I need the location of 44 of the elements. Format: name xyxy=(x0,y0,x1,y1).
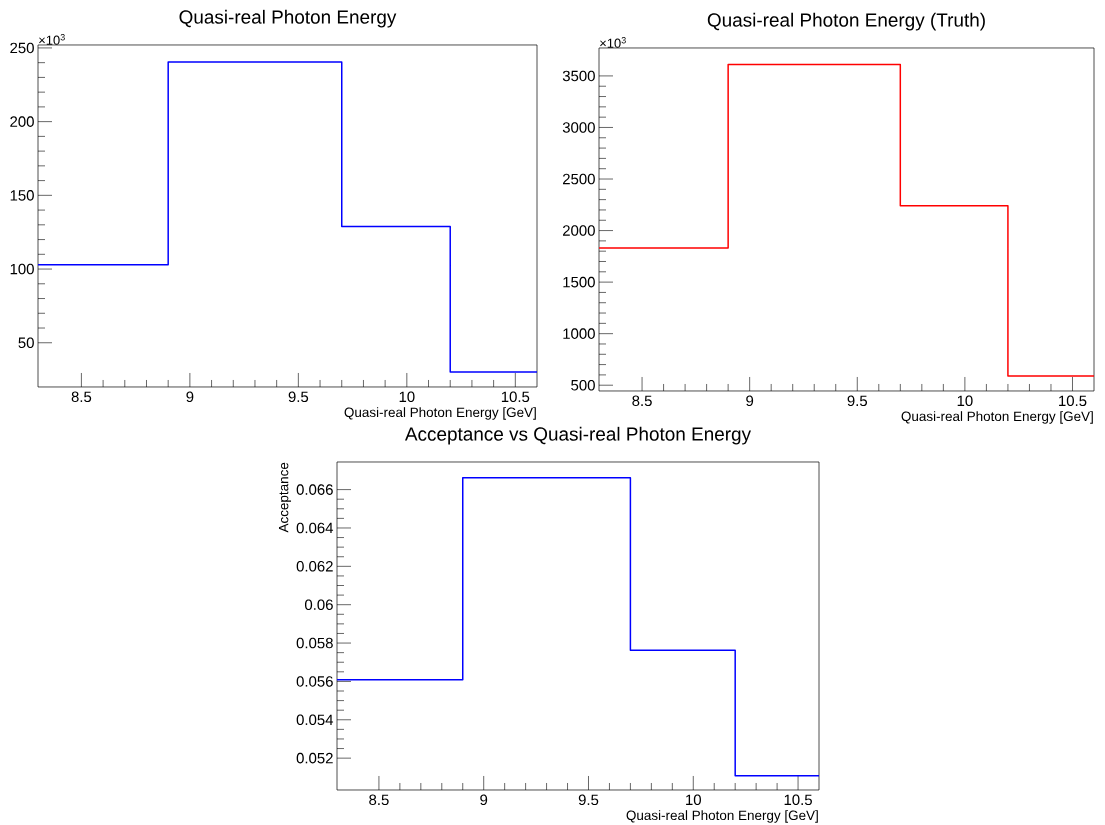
y-tick-label: 250 xyxy=(10,42,34,54)
y-tick-label: 0.06 xyxy=(304,599,333,610)
x-tick-label: 9 xyxy=(186,391,194,403)
x-tick-label: 9.5 xyxy=(578,794,599,806)
x-axis-title: Quasi-real Photon Energy [GeV] xyxy=(344,407,536,420)
y-tick-label: 0.062 xyxy=(296,561,333,572)
y-tick-label: 50 xyxy=(18,337,34,349)
y-axis-title: Acceptance xyxy=(278,462,292,533)
chart-title: Quasi-real Photon Energy (Truth) xyxy=(707,12,985,31)
y-tick-label: 200 xyxy=(10,116,34,127)
y-tick-label: 3000 xyxy=(562,122,595,133)
text: ×10$^{3}$ xyxy=(600,36,626,48)
chart-title: Acceptance vs Quasi-real Photon Energy xyxy=(404,426,751,445)
x-tick-label: 9 xyxy=(746,395,754,407)
x-tick-label: 10 xyxy=(957,395,973,407)
y-tick-label: 0.056 xyxy=(296,676,333,687)
y-tick-label: 150 xyxy=(10,190,34,201)
x-tick-label: 10 xyxy=(686,794,701,806)
y-tick-label: 2500 xyxy=(563,173,595,185)
x-tick-label: 8.5 xyxy=(71,391,92,403)
y-tick-label: 100 xyxy=(10,263,34,275)
y-tick-label: 3500 xyxy=(562,70,595,82)
x-tick-label: 9.5 xyxy=(288,391,309,403)
x-tick-label: 9 xyxy=(480,794,488,806)
x-axis-title: Quasi-real Photon Energy [GeV] xyxy=(901,411,1093,424)
x-tick-label: 8.5 xyxy=(369,794,389,806)
y-tick-label: 0.054 xyxy=(296,714,334,726)
x-tick-label: 10 xyxy=(399,391,415,403)
y-tick-label: 0.066 xyxy=(296,484,333,495)
y-tick-label: 0.052 xyxy=(296,752,333,764)
x-tick-label: 9.5 xyxy=(847,395,868,407)
y-tick-label: 1500 xyxy=(563,276,595,288)
x-axis-title: Quasi-real Photon Energy [GeV] xyxy=(626,810,818,823)
y-tick-label: 2000 xyxy=(563,225,595,236)
y-tick-label: 500 xyxy=(571,379,595,391)
chart-title: Quasi-real Photon Energy xyxy=(179,9,397,28)
x-tick-label: 10.5 xyxy=(501,391,530,403)
x-tick-label: 8.5 xyxy=(632,395,652,407)
y-tick-label: 0.058 xyxy=(296,637,333,649)
text: ×10$^{3}$ xyxy=(39,33,65,45)
x-tick-label: 10.5 xyxy=(1059,395,1087,407)
y-tick-label: 1000 xyxy=(563,328,595,339)
y-tick-label: 0.064 xyxy=(296,522,334,534)
x-tick-label: 10.5 xyxy=(784,794,812,806)
